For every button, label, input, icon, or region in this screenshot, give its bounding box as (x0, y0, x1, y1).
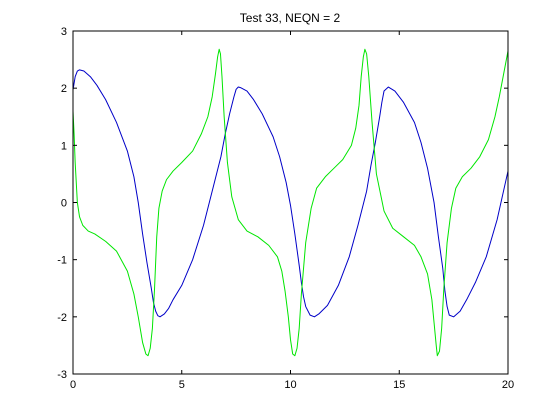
y-tick-label: 3 (61, 26, 67, 38)
series-layer (72, 48, 509, 357)
ticks-layer: 0 5 10 15 20 -3 -2 -1 0 1 2 3 (57, 26, 514, 391)
x-tick-label: 15 (393, 379, 405, 391)
y-tick-label: 0 (61, 198, 67, 210)
y-tick-label: -1 (57, 255, 67, 267)
series-line-2 (72, 48, 509, 357)
x-tick-label: 0 (70, 379, 76, 391)
y-tick-label: -2 (57, 312, 67, 324)
x-tick-label: 10 (284, 379, 296, 391)
series-line-1 (72, 69, 509, 318)
x-tick-label: 20 (502, 379, 514, 391)
plot-area-background (73, 31, 508, 374)
y-tick-label: 1 (61, 140, 67, 152)
x-tick-label: 5 (179, 379, 185, 391)
plot-area-border (72, 30, 509, 375)
chart-title: Test 33, NEQN = 2 (240, 11, 341, 25)
y-tick-label: -3 (57, 369, 67, 381)
y-tick-label: 2 (61, 83, 67, 95)
